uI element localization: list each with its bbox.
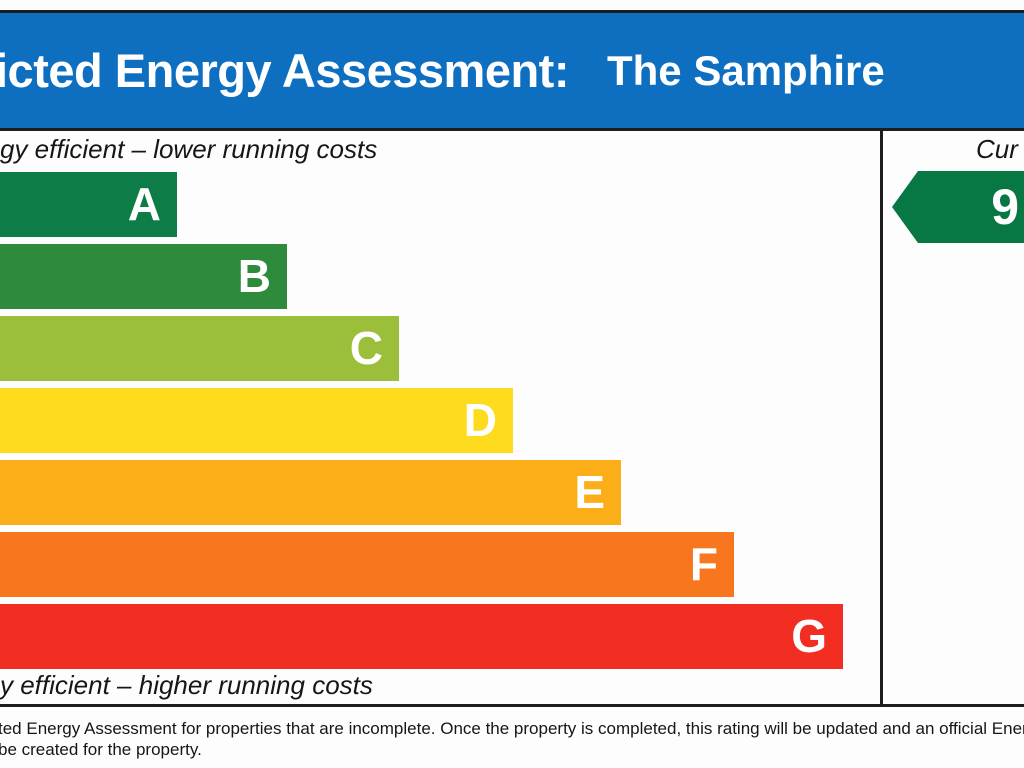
page-title: icted Energy Assessment: bbox=[0, 44, 570, 97]
band-letter-d: D bbox=[463, 394, 497, 446]
band-row-g: G bbox=[0, 604, 843, 669]
band-letter-e: E bbox=[574, 466, 605, 518]
rating-band-ladder: A B C D E F G bbox=[0, 172, 843, 676]
band-letter-f: F bbox=[689, 538, 718, 590]
header: icted Energy Assessment: The Samphire bbox=[0, 13, 1024, 128]
band-letter-b: B bbox=[237, 250, 271, 302]
band-row-d: D bbox=[0, 388, 513, 453]
current-rating-arrow: 9 bbox=[892, 171, 1024, 243]
footer-line-2: be created for the property. bbox=[0, 740, 202, 759]
band-row-a: A bbox=[0, 172, 177, 237]
header-bottom-line bbox=[0, 128, 1024, 131]
top-border-line bbox=[0, 10, 1024, 13]
footer-note: ted Energy Assessment for properties tha… bbox=[0, 718, 1024, 760]
band-row-b: B bbox=[0, 244, 287, 309]
band-row-f: F bbox=[0, 532, 734, 597]
band-row-c: C bbox=[0, 316, 399, 381]
band-letter-c: C bbox=[349, 322, 383, 374]
efficient-bottom-label: y efficient – higher running costs bbox=[0, 670, 373, 700]
band-row-e: E bbox=[0, 460, 621, 525]
property-name: The Samphire bbox=[607, 46, 885, 94]
efficient-top-label: gy efficient – lower running costs bbox=[0, 134, 378, 164]
chart-bottom-line bbox=[0, 704, 1024, 707]
footer-line-1: ted Energy Assessment for properties tha… bbox=[0, 719, 1024, 738]
band-letter-g: G bbox=[791, 610, 827, 662]
current-column-divider bbox=[880, 131, 883, 704]
current-column-heading: Cur bbox=[976, 134, 1018, 164]
current-rating-value: 9 bbox=[991, 179, 1019, 235]
band-letter-a: A bbox=[127, 178, 161, 230]
